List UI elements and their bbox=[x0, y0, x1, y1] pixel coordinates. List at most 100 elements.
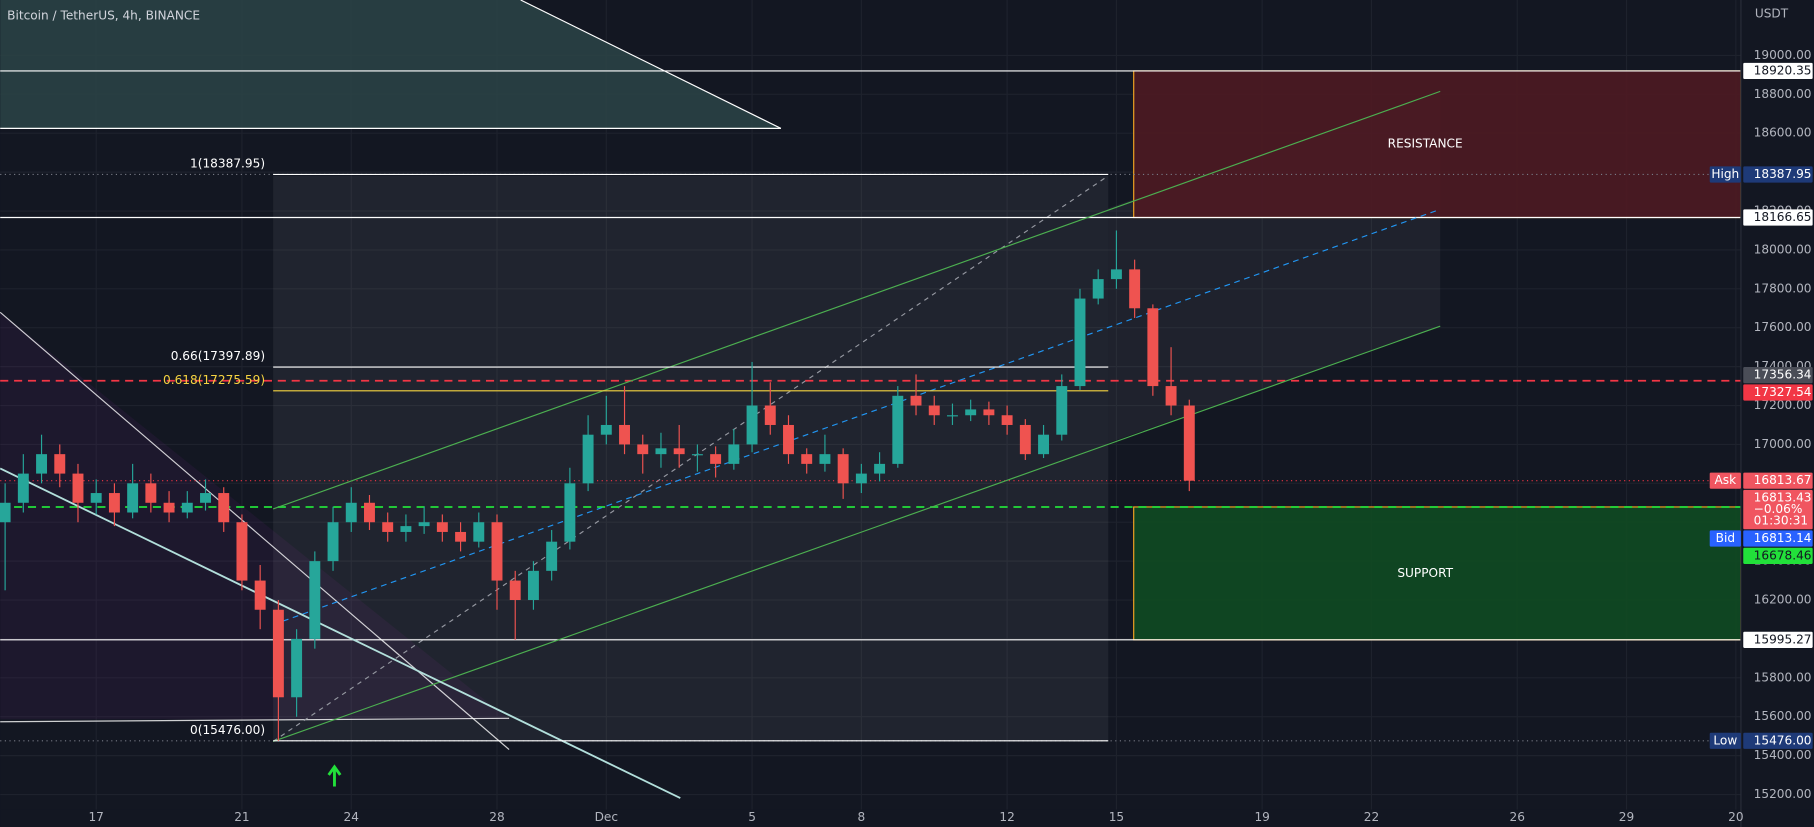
candle-body bbox=[127, 483, 139, 513]
x-tick-label: 28 bbox=[489, 810, 504, 824]
candle-body bbox=[837, 454, 849, 484]
price-label-box bbox=[1743, 367, 1813, 384]
price-tag-box bbox=[1709, 166, 1741, 183]
candle-body bbox=[254, 580, 266, 610]
x-tick-label: 26 bbox=[1510, 810, 1525, 824]
candle-body bbox=[90, 493, 102, 503]
candle-body bbox=[965, 409, 977, 416]
price-tag-box bbox=[1709, 732, 1741, 749]
price-label-box bbox=[1743, 631, 1813, 648]
candle-body bbox=[291, 638, 303, 698]
candle-body bbox=[710, 454, 722, 464]
x-tick-label: 12 bbox=[999, 810, 1014, 824]
x-tick-label: 22 bbox=[1364, 810, 1379, 824]
y-tick-label: 15400.00 bbox=[1754, 748, 1812, 762]
candle-body bbox=[1165, 386, 1177, 406]
teal-area bbox=[0, 0, 781, 129]
candle-body bbox=[1038, 434, 1050, 455]
price-label: 16678.46 bbox=[1754, 548, 1812, 562]
x-tick-label: 5 bbox=[748, 810, 756, 824]
candle-body bbox=[1092, 279, 1104, 299]
y-tick-label: 17800.00 bbox=[1754, 281, 1812, 295]
candle-body bbox=[327, 522, 339, 562]
candle-body bbox=[801, 454, 813, 464]
y-tick-label: 15800.00 bbox=[1754, 670, 1812, 684]
candle-body bbox=[418, 522, 430, 527]
candle-body bbox=[108, 493, 120, 513]
axis-unit: USDT bbox=[1755, 6, 1789, 20]
fib-label: 0(15476.00) bbox=[190, 723, 265, 737]
fib-label: 0.618(17275.59) bbox=[163, 373, 265, 387]
candle-body bbox=[910, 395, 922, 406]
price-tag-box bbox=[1709, 530, 1741, 547]
price-tag: Ask bbox=[1715, 473, 1737, 487]
price-label: 18387.95 bbox=[1754, 167, 1812, 181]
trend-line bbox=[0, 311, 510, 750]
fib-diagonal bbox=[272, 175, 1109, 742]
y-tick-label: 18000.00 bbox=[1754, 242, 1812, 256]
price-change: −0.06% bbox=[1754, 502, 1803, 516]
price-label: 16813.14 bbox=[1754, 531, 1812, 545]
y-tick-label: 18800.00 bbox=[1754, 87, 1812, 101]
candle-body bbox=[1183, 405, 1195, 481]
x-tick-label: 19 bbox=[1254, 810, 1269, 824]
price-label: 18920.35 bbox=[1754, 63, 1812, 77]
candles bbox=[0, 230, 1195, 741]
candle-body bbox=[673, 448, 685, 455]
price-label: 15476.00 bbox=[1754, 733, 1812, 747]
candle-body bbox=[491, 522, 503, 581]
candle-body bbox=[1074, 298, 1086, 387]
bar-countdown: 01:30:31 bbox=[1754, 514, 1808, 528]
price-label: 18166.65 bbox=[1754, 210, 1812, 224]
x-tick-label: 29 bbox=[1619, 810, 1634, 824]
trend-line bbox=[0, 717, 510, 723]
trend-line bbox=[0, 467, 681, 799]
y-tick-label: 17200.00 bbox=[1754, 398, 1812, 412]
zone bbox=[1133, 506, 1742, 641]
price-label: 16813.67 bbox=[1754, 473, 1812, 487]
candle-body bbox=[145, 483, 157, 503]
candle-body bbox=[36, 454, 48, 474]
x-tick-label: 15 bbox=[1109, 810, 1124, 824]
price-tag: Bid bbox=[1716, 531, 1735, 545]
candle-body bbox=[309, 561, 321, 639]
candle-body bbox=[345, 502, 357, 523]
symbol-title: Bitcoin / TetherUS, 4h, BINANCE bbox=[7, 9, 200, 23]
arrow-up bbox=[327, 764, 342, 787]
zone bbox=[1133, 70, 1742, 219]
fib-label: 0.66(17397.89) bbox=[171, 349, 265, 363]
candle-body bbox=[163, 502, 175, 513]
channel-upper bbox=[272, 90, 1441, 510]
price-label: 16813.43 bbox=[1754, 491, 1812, 505]
price-axis bbox=[1740, 0, 1814, 827]
candle-body bbox=[1147, 308, 1159, 387]
candle-body bbox=[1001, 415, 1013, 425]
candle-body bbox=[619, 424, 630, 445]
candle-body bbox=[600, 424, 612, 435]
candle-body bbox=[582, 434, 594, 484]
zones: RESISTANCE SUPPORT bbox=[1133, 70, 1742, 641]
zone-label: RESISTANCE bbox=[1388, 137, 1463, 151]
x-tick-label: Dec bbox=[595, 810, 618, 824]
candle-body bbox=[236, 522, 248, 581]
x-tick-label: 8 bbox=[858, 810, 866, 824]
candle-body bbox=[946, 415, 958, 417]
price-label-box bbox=[1743, 384, 1813, 401]
candle-body bbox=[527, 570, 539, 601]
price-labels: 18920.35 18387.95 High 18166.65 17356.34 1732… bbox=[1709, 62, 1813, 749]
zone-label: SUPPORT bbox=[1397, 566, 1453, 580]
candle-body bbox=[655, 448, 667, 455]
candle-body bbox=[874, 463, 886, 474]
candle-body bbox=[691, 454, 703, 456]
candle-body bbox=[364, 502, 375, 523]
time-axis bbox=[0, 809, 1814, 827]
y-tick-label: 15600.00 bbox=[1754, 709, 1812, 723]
price-label: 17327.54 bbox=[1754, 385, 1812, 399]
price-label-box bbox=[1743, 209, 1813, 226]
candle-body bbox=[436, 522, 448, 532]
candle-body bbox=[473, 522, 485, 542]
price-label-box bbox=[1743, 530, 1813, 547]
candle-body bbox=[509, 580, 521, 601]
price-label-box bbox=[1743, 732, 1813, 749]
